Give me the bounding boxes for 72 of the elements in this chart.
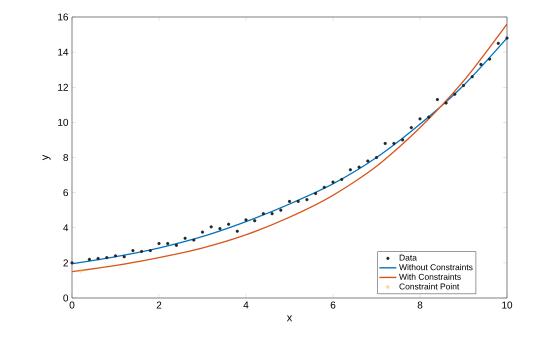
point: [444, 101, 448, 105]
point: [218, 227, 222, 230]
point: [305, 198, 308, 202]
y-tick-label: 0: [63, 294, 68, 302]
point: [462, 84, 466, 88]
point: [384, 142, 387, 146]
point: [496, 42, 500, 45]
y-tick-label: 8: [63, 154, 68, 162]
y-tick-label: 14: [58, 48, 68, 56]
point: [227, 222, 230, 226]
point: [88, 258, 91, 261]
point: [192, 238, 196, 242]
point: [436, 98, 439, 102]
point: [374, 156, 378, 160]
point: [105, 256, 108, 260]
point: [348, 168, 352, 172]
point: [253, 219, 256, 222]
point: [262, 212, 265, 216]
point: [410, 126, 413, 130]
point: [358, 166, 361, 169]
legend-label: Data: [400, 254, 417, 261]
point: [314, 192, 318, 196]
point: [392, 142, 396, 146]
point: [244, 218, 248, 222]
point: [340, 178, 344, 182]
point: [236, 230, 239, 233]
x-tick-label: 8: [418, 302, 422, 309]
point: [331, 180, 335, 184]
point: [470, 75, 474, 78]
x-tick-label: 6: [330, 302, 336, 309]
point: [488, 58, 492, 61]
point: [288, 200, 292, 203]
point: [322, 186, 326, 189]
y-tick-label: 6: [63, 189, 68, 196]
y-tick-label: 16: [58, 13, 68, 21]
point: [70, 261, 74, 264]
legend-label: With Constraints: [399, 274, 461, 280]
point: [166, 242, 170, 246]
point: [114, 254, 118, 258]
y-tick-label: 12: [58, 84, 68, 91]
point: [279, 208, 282, 212]
y-tick-label: 2: [63, 259, 68, 266]
y-axis-title: y: [42, 154, 51, 160]
point: [78, 268, 84, 274]
x-tick-label: 10: [502, 302, 512, 309]
x-tick-label: 0: [70, 302, 74, 309]
x-axis-title: x: [286, 315, 292, 322]
x-tick-label: 2: [156, 302, 162, 308]
point: [140, 250, 144, 254]
point: [131, 248, 134, 252]
point: [96, 256, 100, 260]
point: [148, 248, 152, 252]
point: [418, 117, 422, 120]
point: [401, 138, 404, 142]
point: [157, 242, 161, 246]
point: [200, 230, 204, 234]
point: [505, 36, 509, 40]
legend-label: Constraint Point: [399, 283, 460, 290]
point: [296, 200, 300, 203]
legend-label: Without Constraints: [399, 264, 473, 270]
point: [122, 255, 126, 258]
point: [174, 244, 178, 247]
point: [479, 62, 482, 66]
y-tick-label: 4: [63, 224, 68, 232]
point: [184, 236, 187, 240]
y-tick-label: 10: [58, 118, 68, 126]
point: [210, 225, 213, 228]
point: [270, 212, 274, 216]
point: [453, 92, 456, 96]
x-tick-label: 4: [243, 302, 248, 308]
point: [366, 159, 370, 163]
point: [427, 116, 430, 119]
